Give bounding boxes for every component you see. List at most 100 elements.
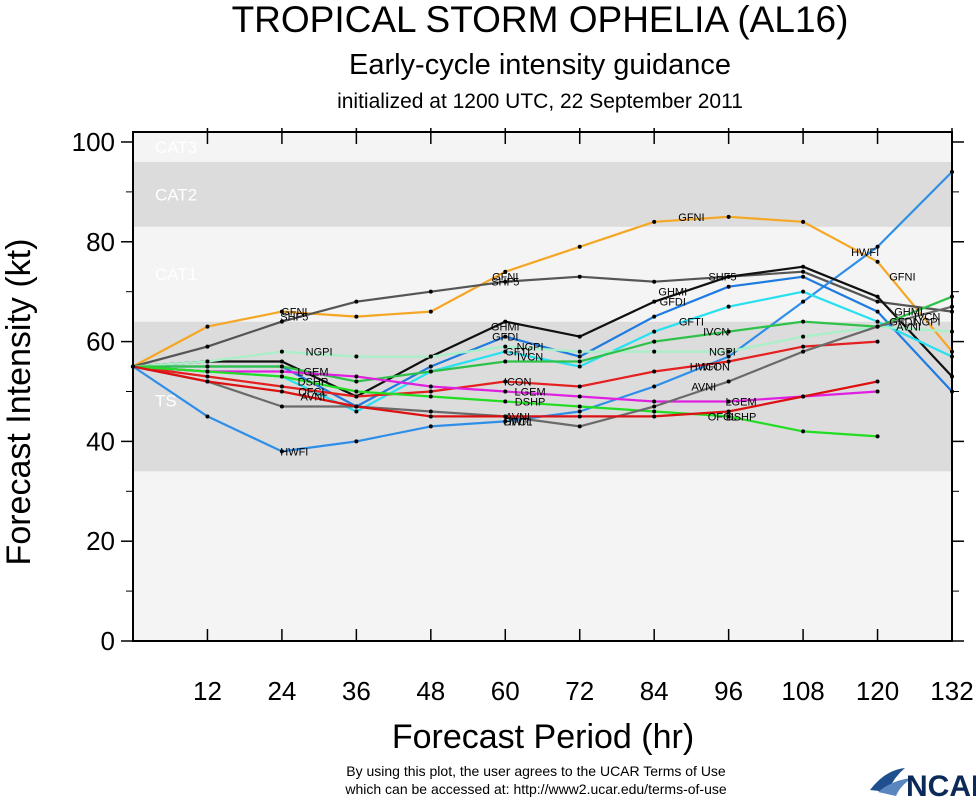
series-point-hwfi [577, 409, 582, 414]
series-point-lgem [428, 384, 433, 389]
series-point-shf5 [875, 299, 880, 304]
series-point-avni [652, 404, 657, 409]
series-point-ivcn [726, 329, 731, 334]
series-point-dshp [428, 394, 433, 399]
band-label-cat3: CAT3 [155, 138, 197, 157]
series-point-dshp [726, 414, 731, 419]
series-point-shf5 [950, 309, 954, 314]
series-point-ofcl [875, 379, 880, 384]
series-point-gfti [875, 319, 880, 324]
series-point-gfni [726, 214, 731, 219]
series-label-hwfi: HWFI [851, 247, 879, 259]
series-point-icon [279, 384, 284, 389]
series-point-ngpi [652, 349, 657, 354]
plot-frame [132, 131, 953, 642]
series-point-gfti [726, 304, 731, 309]
series-label-shf5: SHF5 [491, 277, 519, 289]
series-label-ghmi: GHMI [491, 322, 520, 334]
series-label-ofcl: OFCL [708, 411, 737, 423]
series-point-icon [354, 394, 359, 399]
series-point-gfni [875, 259, 880, 264]
series-point-gfdi [428, 364, 433, 369]
series-label-gfdi: GFDI [492, 332, 518, 344]
series-label-ofcl: OFCL [503, 416, 532, 428]
series-point-dshp [875, 434, 880, 439]
series-point-gfni [801, 219, 806, 224]
series-point-avni [950, 304, 954, 309]
series-point-lgem [503, 389, 508, 394]
series-point-dshp [652, 409, 657, 414]
series-line-shf5 [132, 270, 953, 368]
band-below-ts [133, 471, 952, 641]
series-point-gfni [950, 349, 954, 354]
series-point-gfni [279, 309, 284, 314]
series-label-gfni: GFNI [889, 272, 915, 284]
series-point-ivcn [428, 369, 433, 374]
y-tick-label: 100 [72, 127, 115, 157]
series-label-gfni: GFNI [281, 307, 307, 319]
series-point-dshp [577, 404, 582, 409]
series-origin-point [130, 364, 136, 369]
band-label-cat1: CAT1 [155, 265, 197, 284]
series-label-hwfi: HWFI [280, 446, 308, 458]
series-points [130, 169, 954, 454]
series-line-avni [132, 305, 953, 428]
x-tick-label: 96 [714, 676, 743, 706]
series-point-hwfi [428, 424, 433, 429]
y-tick-label: 40 [86, 426, 115, 456]
series-point-shf5 [652, 279, 657, 284]
series-point-gfti [652, 329, 657, 334]
series-point-lgem [652, 399, 657, 404]
series-point-hwfi [875, 244, 880, 249]
series-label-gfdi: GFDI [660, 297, 686, 309]
series-point-ivcn [801, 319, 806, 324]
series-point-shf5 [279, 319, 284, 324]
series-point-lgem [577, 394, 582, 399]
series-point-hwfi [503, 419, 508, 424]
series-point-lgem [875, 389, 880, 394]
series-point-lgem [726, 399, 731, 404]
series-label-shf5: SHF5 [708, 272, 736, 284]
series-point-hwfi [652, 384, 657, 389]
series-point-gfni [354, 314, 359, 319]
series-point-gfti [503, 349, 508, 354]
series-line-gfni [132, 215, 953, 368]
series-label-dshp: DSHP [515, 396, 546, 408]
series-point-shf5 [503, 279, 508, 284]
series-label-ivcn: IVCN [914, 312, 940, 324]
series-point-gfni [577, 244, 582, 249]
series-point-dshp [205, 369, 210, 374]
series-label-ivcn: IVCN [517, 352, 543, 364]
x-axis-title: Forecast Period (hr) [392, 718, 694, 756]
footer-url: which can be accessed at: http://www2.uc… [344, 781, 727, 797]
series-label-ofcl: OFCL [298, 386, 327, 398]
series-point-ghmi [950, 374, 954, 379]
series-label-avni: AVNI [505, 411, 530, 423]
series-point-dshp [503, 399, 508, 404]
series-point-icon [801, 344, 806, 349]
series-point-gfdi [801, 274, 806, 279]
series-point-ghmi [577, 334, 582, 339]
x-tick-label: 108 [781, 676, 824, 706]
series-point-ofcl [503, 414, 508, 419]
series-point-gfti [801, 289, 806, 294]
series-label-avni: AVNI [896, 322, 921, 334]
axes-frame [132, 131, 953, 642]
x-tick-label: 72 [565, 676, 594, 706]
series-point-gfni [205, 324, 210, 329]
series-point-shf5 [428, 289, 433, 294]
y-axis-title: Forecast Intensity (kt) [0, 239, 38, 566]
series-point-avni [577, 424, 582, 429]
series-label-gfni: GFNI [678, 212, 704, 224]
series-label-dshp: DSHP [298, 377, 329, 389]
series-point-avni [726, 379, 731, 384]
footer-terms: By using this plot, the user agrees to t… [346, 763, 726, 779]
series-point-icon [205, 374, 210, 379]
series-point-ngpi [354, 354, 359, 359]
series-point-icon [503, 379, 508, 384]
series-point-hwfi [950, 169, 954, 174]
series-point-gfti [354, 409, 359, 414]
series-label-hwfi: HWFI [690, 362, 718, 374]
series-point-ivcn [279, 364, 284, 369]
series-point-hwfi [205, 414, 210, 419]
